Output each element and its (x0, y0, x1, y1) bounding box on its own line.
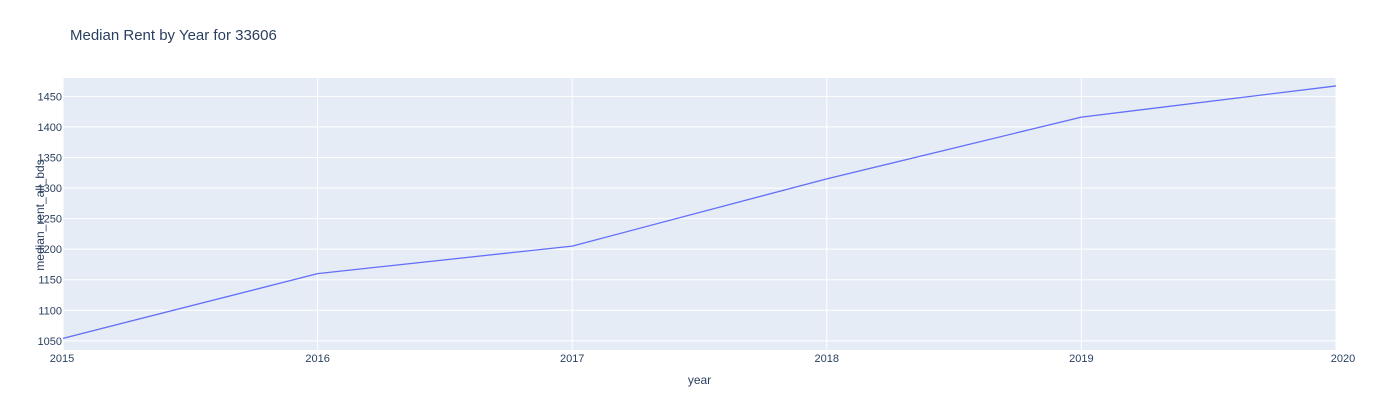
y-tick-label: 1300 (38, 183, 62, 195)
x-tick-label: 2015 (50, 353, 74, 365)
y-tick-labels: 1050 1100 1150 1200 1250 1300 1350 1400 1450 (38, 91, 62, 347)
x-tick-labels: 2015 2016 2017 2018 2019 2020 (50, 353, 1355, 365)
series-group (62, 85, 1337, 340)
y-tick-label: 1050 (38, 336, 62, 348)
chart-title: Median Rent by Year for 33606 (70, 27, 277, 44)
y-tick-label: 1200 (38, 244, 62, 256)
y-tick-label: 1450 (38, 91, 62, 103)
y-gridlines (63, 95, 1336, 342)
x-axis-title: year (688, 373, 711, 387)
x-tick-label: 2018 (815, 353, 839, 365)
x-tick-label: 2020 (1331, 353, 1355, 365)
y-tick-label: 1150 (38, 275, 62, 287)
x-tick-label: 2017 (560, 353, 584, 365)
x-tick-label: 2016 (305, 353, 329, 365)
y-tick-label: 1400 (38, 122, 62, 134)
series-line (62, 85, 1337, 340)
x-gridlines (62, 78, 1337, 350)
plot-area (63, 78, 1336, 350)
y-tick-label: 1250 (38, 214, 62, 226)
y-axis-title: median_rent_all_bds (33, 159, 47, 270)
y-tick-label: 1350 (38, 152, 62, 164)
x-tick-label: 2019 (1069, 353, 1093, 365)
y-tick-label: 1100 (38, 305, 62, 317)
